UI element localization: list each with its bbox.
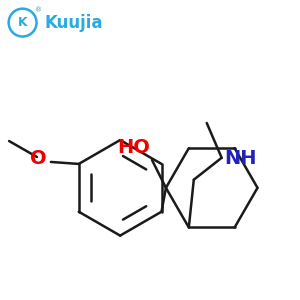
- Text: O: O: [30, 149, 47, 169]
- Text: ®: ®: [35, 8, 42, 14]
- Text: HO: HO: [117, 138, 150, 157]
- Text: NH: NH: [225, 149, 257, 168]
- Text: Kuujia: Kuujia: [44, 14, 103, 32]
- Text: K: K: [18, 16, 27, 29]
